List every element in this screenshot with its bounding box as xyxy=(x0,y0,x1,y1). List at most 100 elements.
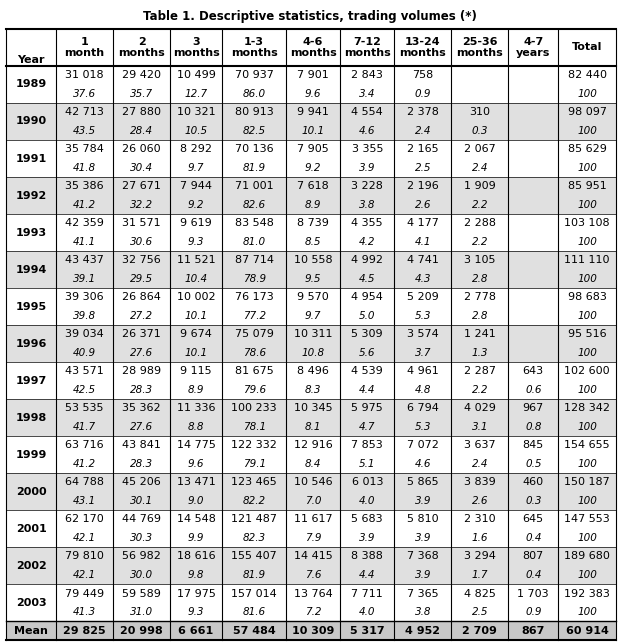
Bar xyxy=(558,288,616,325)
Bar xyxy=(6,29,56,66)
Text: 10 311: 10 311 xyxy=(294,329,332,340)
Text: 807: 807 xyxy=(522,552,544,561)
Text: 27.6: 27.6 xyxy=(130,422,153,432)
Text: 28.4: 28.4 xyxy=(130,126,153,136)
Text: 59 589: 59 589 xyxy=(122,588,161,599)
Bar xyxy=(6,510,56,547)
Bar xyxy=(451,362,508,399)
Text: 29 825: 29 825 xyxy=(63,626,106,635)
Bar xyxy=(340,399,394,436)
Text: 13-24
months: 13-24 months xyxy=(399,37,446,59)
Text: 5 865: 5 865 xyxy=(407,478,439,487)
Bar xyxy=(6,103,56,140)
Text: 2.4: 2.4 xyxy=(472,163,488,173)
Text: 8.9: 8.9 xyxy=(188,385,204,395)
Text: 39.8: 39.8 xyxy=(73,311,96,321)
Text: 460: 460 xyxy=(522,478,544,487)
Text: 3 228: 3 228 xyxy=(352,181,383,191)
Text: 30.0: 30.0 xyxy=(130,570,153,580)
Bar xyxy=(340,510,394,547)
Bar xyxy=(394,103,451,140)
Bar xyxy=(170,103,222,140)
Text: 8.9: 8.9 xyxy=(305,200,321,210)
Bar xyxy=(170,325,222,362)
Text: 7 368: 7 368 xyxy=(407,552,439,561)
Bar xyxy=(222,547,286,584)
Text: 95 516: 95 516 xyxy=(568,329,607,340)
Bar xyxy=(451,325,508,362)
Bar xyxy=(394,140,451,177)
Bar xyxy=(558,547,616,584)
Text: 43.5: 43.5 xyxy=(73,126,96,136)
Text: 4.6: 4.6 xyxy=(415,459,431,469)
Bar xyxy=(508,214,558,251)
Bar xyxy=(170,584,222,621)
Bar xyxy=(286,547,340,584)
Text: 1 703: 1 703 xyxy=(517,588,549,599)
Text: 10.4: 10.4 xyxy=(184,274,208,284)
Text: 26 371: 26 371 xyxy=(122,329,161,340)
Bar xyxy=(508,621,558,640)
Text: 12 916: 12 916 xyxy=(294,440,332,451)
Text: 3.8: 3.8 xyxy=(359,200,376,210)
Text: 40.9: 40.9 xyxy=(73,348,96,358)
Text: 9 570: 9 570 xyxy=(297,293,329,302)
Text: 28 989: 28 989 xyxy=(122,367,161,376)
Bar xyxy=(451,436,508,473)
Text: 39.1: 39.1 xyxy=(73,274,96,284)
Text: 31 571: 31 571 xyxy=(123,218,161,228)
Text: 5 317: 5 317 xyxy=(350,626,384,635)
Text: 0.5: 0.5 xyxy=(525,459,542,469)
Text: 6 794: 6 794 xyxy=(407,403,439,413)
Text: 11 617: 11 617 xyxy=(294,514,332,525)
Bar xyxy=(6,140,56,177)
Bar xyxy=(6,325,56,362)
Text: 42.1: 42.1 xyxy=(73,570,96,580)
Text: 5 810: 5 810 xyxy=(407,514,439,525)
Text: 10 546: 10 546 xyxy=(294,478,332,487)
Text: 4.0: 4.0 xyxy=(359,607,376,617)
Bar xyxy=(56,584,113,621)
Bar xyxy=(222,214,286,251)
Text: 100: 100 xyxy=(577,311,597,321)
Text: 845: 845 xyxy=(522,440,544,451)
Text: 8.8: 8.8 xyxy=(188,422,204,432)
Text: 100: 100 xyxy=(577,570,597,580)
Text: 20 998: 20 998 xyxy=(120,626,163,635)
Text: 9 115: 9 115 xyxy=(180,367,212,376)
Text: 81.9: 81.9 xyxy=(243,163,266,173)
Bar xyxy=(394,66,451,103)
Text: 4 992: 4 992 xyxy=(352,255,383,266)
Bar xyxy=(113,399,170,436)
Bar xyxy=(56,362,113,399)
Text: 32.2: 32.2 xyxy=(130,200,153,210)
Text: 3.1: 3.1 xyxy=(472,422,488,432)
Text: 9.3: 9.3 xyxy=(188,237,204,247)
Text: 10.8: 10.8 xyxy=(301,348,325,358)
Text: 0.9: 0.9 xyxy=(525,607,542,617)
Bar xyxy=(558,399,616,436)
Bar xyxy=(286,140,340,177)
Text: 62 170: 62 170 xyxy=(65,514,104,525)
Text: 26 060: 26 060 xyxy=(123,144,161,154)
Bar xyxy=(340,214,394,251)
Text: 2002: 2002 xyxy=(16,561,46,571)
Text: 10.1: 10.1 xyxy=(184,311,208,321)
Bar xyxy=(222,177,286,214)
Bar xyxy=(508,436,558,473)
Bar xyxy=(394,288,451,325)
Text: 3.9: 3.9 xyxy=(415,496,431,506)
Text: 9.8: 9.8 xyxy=(188,570,204,580)
Text: 10 499: 10 499 xyxy=(176,70,215,80)
Bar xyxy=(394,547,451,584)
Text: 42 359: 42 359 xyxy=(65,218,104,228)
Text: 42.5: 42.5 xyxy=(73,385,96,395)
Text: 75 079: 75 079 xyxy=(235,329,274,340)
Text: 29.5: 29.5 xyxy=(130,274,153,284)
Text: 39 306: 39 306 xyxy=(66,293,104,302)
Bar xyxy=(286,436,340,473)
Text: 100: 100 xyxy=(577,126,597,136)
Text: 8.5: 8.5 xyxy=(305,237,321,247)
Text: 43 571: 43 571 xyxy=(65,367,104,376)
Text: 7.2: 7.2 xyxy=(305,607,321,617)
